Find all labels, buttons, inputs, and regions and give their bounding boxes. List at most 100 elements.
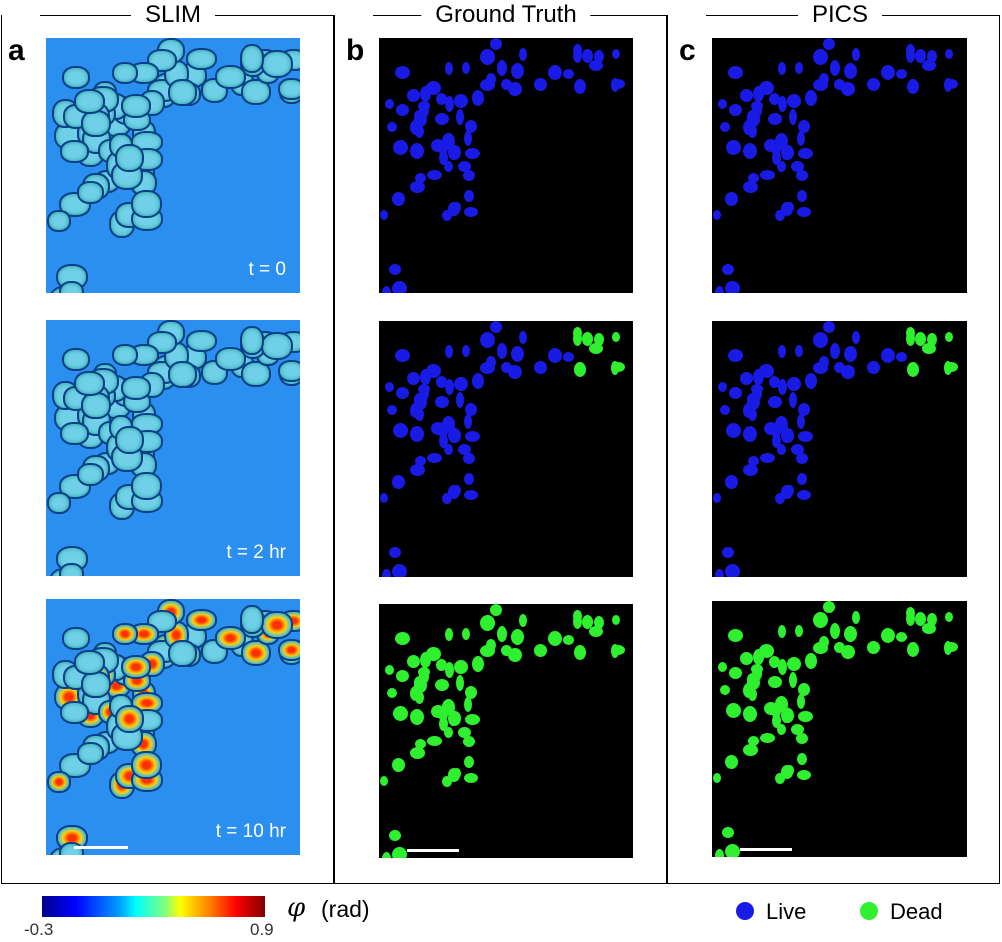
cell bbox=[60, 701, 90, 725]
phase-colorbar bbox=[42, 896, 265, 917]
live-cell bbox=[794, 62, 803, 75]
dead-cell bbox=[818, 635, 829, 648]
live-cell bbox=[774, 493, 785, 505]
dead-cell bbox=[386, 688, 397, 699]
dead-cell bbox=[573, 645, 586, 661]
live-cell bbox=[381, 568, 391, 577]
live-cell bbox=[610, 78, 619, 93]
live-cell bbox=[511, 346, 525, 363]
live-cell bbox=[844, 63, 858, 80]
live-cell bbox=[769, 92, 781, 105]
live-cell bbox=[508, 81, 523, 96]
phi-symbol: φ bbox=[287, 893, 306, 923]
live-cell bbox=[945, 48, 954, 59]
live-cell bbox=[841, 81, 856, 96]
cell bbox=[111, 62, 138, 85]
live-cell bbox=[500, 79, 512, 91]
dead-cell bbox=[804, 653, 817, 670]
dead-cell bbox=[746, 673, 758, 687]
dead-cell bbox=[511, 629, 525, 646]
live-cell bbox=[780, 426, 791, 443]
live-cell bbox=[438, 434, 448, 449]
dead-cell bbox=[419, 651, 431, 668]
dead-cell bbox=[562, 634, 574, 645]
panel-letter-c: c bbox=[679, 34, 696, 67]
column-title-pics: PICS bbox=[797, 2, 883, 28]
live-cell bbox=[441, 493, 452, 505]
dead-cell bbox=[786, 657, 801, 672]
dead-cell bbox=[490, 604, 503, 617]
live-cell bbox=[719, 122, 730, 133]
live-cell bbox=[464, 207, 479, 218]
live-cell bbox=[797, 207, 812, 218]
cell bbox=[239, 605, 264, 635]
dead-cell bbox=[740, 651, 754, 665]
cell bbox=[74, 88, 106, 114]
live-cell bbox=[796, 130, 805, 146]
dead-cell bbox=[447, 709, 458, 726]
live-cell bbox=[393, 140, 409, 156]
live-cell bbox=[727, 349, 743, 363]
live-cell bbox=[833, 362, 845, 374]
live-cell bbox=[794, 345, 803, 358]
live-cell bbox=[906, 79, 919, 95]
live-cell bbox=[790, 160, 804, 172]
live-cell bbox=[496, 60, 507, 77]
live-cell bbox=[414, 173, 426, 184]
live-cell bbox=[463, 130, 472, 146]
cell bbox=[201, 639, 229, 665]
live-cell bbox=[464, 490, 479, 501]
live-cell bbox=[895, 351, 907, 362]
live-cell bbox=[742, 143, 757, 160]
column-title-slim: SLIM bbox=[130, 2, 216, 28]
pics-t0 bbox=[712, 38, 967, 293]
live-cell bbox=[789, 109, 798, 126]
cell bbox=[114, 704, 144, 733]
live-cell bbox=[844, 346, 858, 363]
live-cell bbox=[751, 103, 762, 119]
dead-cell bbox=[742, 706, 757, 723]
panel-letter-b: b bbox=[346, 34, 365, 67]
dead-cell bbox=[589, 626, 604, 638]
live-cell bbox=[943, 78, 952, 93]
live-cell bbox=[728, 386, 742, 399]
cell bbox=[261, 50, 294, 79]
dead-cell bbox=[391, 758, 405, 773]
live-cell bbox=[713, 209, 721, 220]
live-cell bbox=[562, 68, 574, 79]
dead-cell bbox=[395, 669, 409, 682]
live-cell bbox=[463, 413, 472, 429]
cell bbox=[58, 280, 84, 293]
live-cell bbox=[447, 202, 460, 217]
live-cell bbox=[728, 103, 742, 116]
column-title-ground-truth: Ground Truth bbox=[421, 2, 591, 28]
live-cell bbox=[746, 110, 758, 124]
dead-cell bbox=[714, 848, 724, 857]
dead-cell bbox=[880, 627, 895, 643]
dead-cell bbox=[726, 703, 742, 719]
live-cell bbox=[393, 423, 409, 439]
dead-cell bbox=[905, 607, 915, 620]
dead-cell bbox=[480, 645, 496, 658]
live-cell bbox=[718, 382, 728, 393]
live-cell bbox=[818, 72, 829, 85]
live-cell bbox=[777, 95, 787, 112]
dead-cell bbox=[774, 773, 785, 785]
cell bbox=[76, 180, 104, 204]
dead-cell bbox=[464, 756, 475, 769]
live-cell bbox=[769, 375, 781, 388]
live-cell bbox=[573, 79, 586, 95]
live-cell bbox=[796, 413, 805, 429]
ground-truth-t10 bbox=[379, 604, 633, 858]
live-cell bbox=[395, 103, 409, 116]
dead-cell bbox=[922, 623, 937, 635]
cell bbox=[214, 625, 246, 650]
cell bbox=[47, 209, 71, 232]
dead-cell bbox=[922, 343, 937, 355]
dead-cell bbox=[573, 362, 586, 378]
live-cell bbox=[464, 403, 477, 417]
cell bbox=[277, 639, 300, 662]
cell bbox=[261, 332, 294, 361]
dead-cell bbox=[777, 625, 786, 639]
scale-bar bbox=[74, 846, 128, 849]
